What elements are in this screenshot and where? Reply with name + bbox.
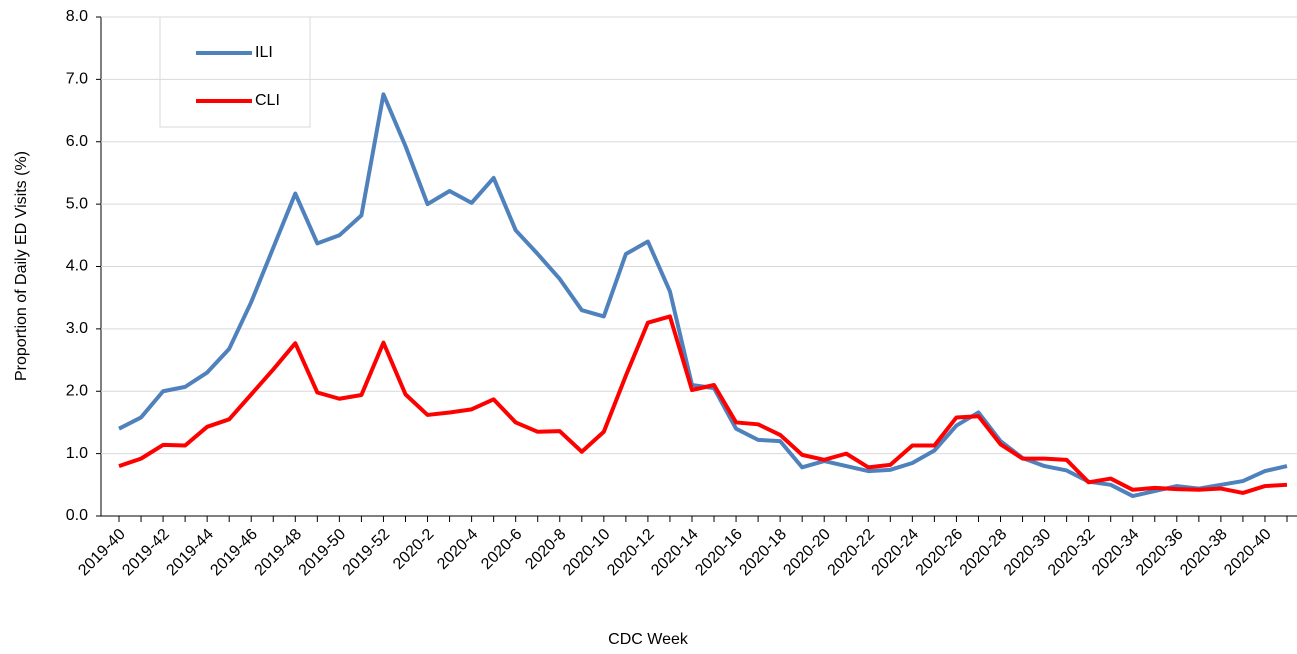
y-tick-label: 5.0 xyxy=(66,195,88,212)
x-tick-label: 2020-12 xyxy=(604,526,658,580)
y-tick-label: 1.0 xyxy=(66,445,88,462)
x-tick-label: 2020-34 xyxy=(1089,526,1143,580)
legend-box xyxy=(159,16,311,128)
series-line xyxy=(118,92,1288,499)
x-tick-label: 2019-50 xyxy=(296,526,350,580)
series-line xyxy=(118,314,1288,495)
x-tick-label: 2020-14 xyxy=(648,526,702,580)
x-tick-label: 2020-24 xyxy=(869,526,923,580)
x-tick-label: 2020-18 xyxy=(736,526,790,580)
y-tick-label: 0.0 xyxy=(66,507,88,524)
y-axis-title: Proportion of Daily ED Visits (%) xyxy=(13,151,30,381)
x-tick-label: 2020-22 xyxy=(825,526,879,580)
y-tick-label: 4.0 xyxy=(66,258,88,275)
x-tick-label: 2019-44 xyxy=(163,526,217,580)
x-tick-label: 2020-32 xyxy=(1045,526,1099,580)
x-tick-label: 2020-36 xyxy=(1133,526,1187,580)
x-tick-label: 2020-30 xyxy=(1001,526,1055,580)
x-tick-label: 2019-52 xyxy=(340,526,394,580)
x-tick-label: 2020-16 xyxy=(692,526,746,580)
y-tick-label: 3.0 xyxy=(66,320,88,337)
legend-label: ILI xyxy=(255,44,273,61)
x-tick-label: 2020-38 xyxy=(1177,526,1231,580)
x-tick-label: 2020-20 xyxy=(780,526,834,580)
x-tick-label: 2020-28 xyxy=(957,526,1011,580)
x-axis-title: CDC Week xyxy=(608,631,689,648)
y-tick-label: 8.0 xyxy=(66,8,88,25)
x-tick-label: 2019-42 xyxy=(119,526,173,580)
x-tick-label: 2020-40 xyxy=(1221,526,1275,580)
x-tick-label: 2020-10 xyxy=(560,526,614,580)
x-tick-label: 2020-4 xyxy=(434,526,481,573)
x-tick-label: 2019-48 xyxy=(252,526,306,580)
x-tick-label: 2019-40 xyxy=(75,526,129,580)
y-tick-label: 6.0 xyxy=(66,133,88,150)
x-tick-label: 2020-26 xyxy=(913,526,967,580)
x-tick-label: 2019-46 xyxy=(207,526,261,580)
x-tick-label: 2020-2 xyxy=(390,526,437,573)
y-tick-label: 7.0 xyxy=(66,71,88,88)
y-tick-label: 2.0 xyxy=(66,382,88,399)
x-tick-label: 2020-6 xyxy=(478,526,525,573)
legend-label: CLI xyxy=(255,92,280,109)
